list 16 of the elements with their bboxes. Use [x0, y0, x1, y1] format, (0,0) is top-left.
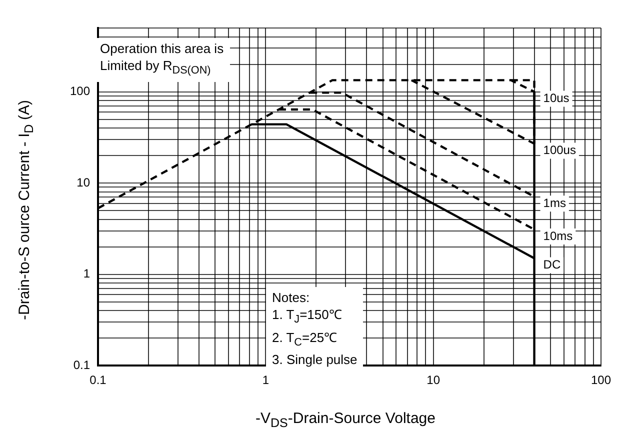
y-tick-label: 10 — [76, 175, 90, 190]
y-tick-label: 100 — [70, 84, 90, 98]
series-label: DC — [543, 258, 561, 272]
series-label: 10us — [543, 91, 570, 106]
annotation: Notes: 1. T$_{J}$=150℃ 2. T$_{C}$=25℃ 3. Single pulse — [266, 287, 364, 370]
series-label: 10ms — [543, 228, 573, 243]
y-tick-label: 1 — [83, 266, 90, 281]
annotation: Operation this area is Limited by R$_{DS(ON)}$ — [94, 38, 230, 82]
series-label: 100us — [543, 143, 576, 158]
y-tick-label: 0.1 — [73, 358, 90, 372]
x-tick-label: 0.1 — [90, 373, 107, 388]
series-label: 1ms — [543, 196, 566, 210]
x-axis-title: -V$_{DS}$-Drain-Source Voltage — [254, 410, 436, 430]
x-tick-label: 10 — [426, 373, 440, 388]
x-tick-label: 100 — [590, 373, 612, 388]
x-tick-label: 1 — [262, 373, 270, 388]
